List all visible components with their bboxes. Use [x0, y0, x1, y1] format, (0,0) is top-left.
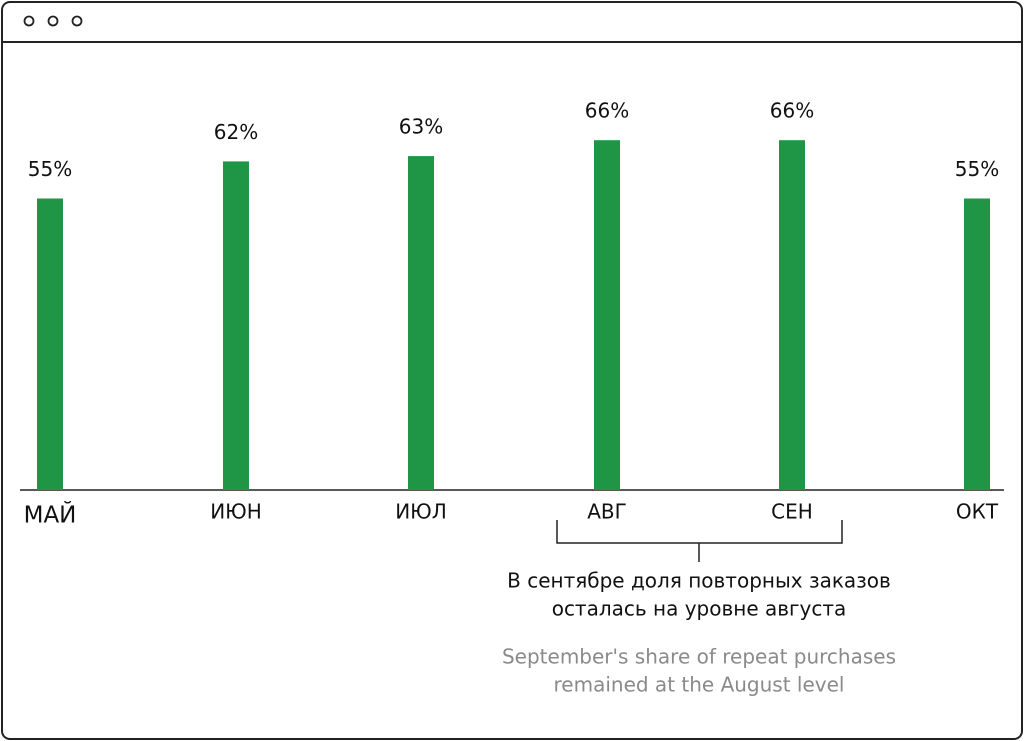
x-tick-label: МАЙ — [24, 501, 77, 529]
bar — [964, 198, 990, 490]
value-label: 63% — [399, 115, 443, 139]
x-tick-label: АВГ — [587, 500, 627, 524]
value-label: 55% — [28, 157, 72, 181]
x-tick-label: СЕН — [771, 500, 813, 524]
annotation: осталась на уровне августа — [552, 597, 847, 621]
window-dot — [71, 15, 83, 27]
annotation-translation: September's share of repeat purchases — [502, 645, 896, 669]
value-label: 66% — [770, 99, 814, 123]
value-label: 55% — [955, 157, 999, 181]
annotation-translation: remained at the August level — [554, 673, 845, 697]
bar — [408, 156, 434, 490]
window-dot — [23, 15, 35, 27]
value-label: 66% — [585, 99, 629, 123]
value-label: 62% — [214, 120, 258, 144]
bracket — [556, 520, 843, 562]
bar — [223, 161, 249, 490]
window-dot — [47, 15, 59, 27]
bar — [779, 140, 805, 490]
annotation: В сентябре доля повторных заказов — [507, 569, 891, 593]
x-tick-label: ОКТ — [956, 500, 999, 524]
x-tick-label: ИЮН — [210, 500, 262, 524]
bar — [37, 198, 63, 490]
bar — [594, 140, 620, 490]
x-tick-label: ИЮЛ — [395, 500, 447, 524]
